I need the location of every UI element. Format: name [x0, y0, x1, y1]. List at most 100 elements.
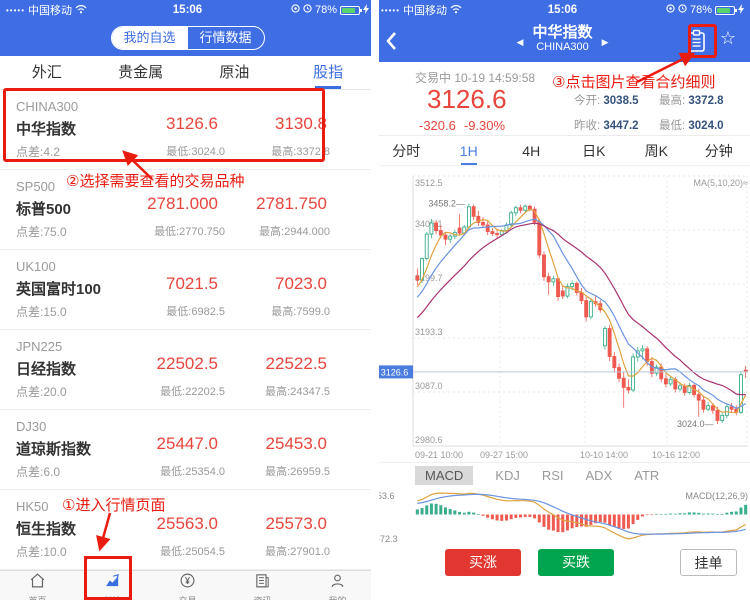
- instrument-row[interactable]: HK50 恒生指数 点差:10.0 25563.0 25573.0 最低:25054.5 最…: [0, 490, 375, 570]
- low-value: 最低:25354.0: [160, 466, 225, 478]
- timeframe-tab[interactable]: 分时: [392, 143, 421, 159]
- panel-divider: [371, 0, 379, 600]
- instrument-spread: 点差:10.0: [16, 545, 67, 559]
- category-tab[interactable]: 原油: [219, 64, 250, 81]
- ma-lines-group: [416, 208, 747, 414]
- signal-strength-icon: •••••: [381, 5, 401, 15]
- instrument-row[interactable]: JPN225 日经指数 点差:20.0 22502.5 22522.5 最低:22202.…: [0, 330, 375, 410]
- tab-item-profile[interactable]: 我的: [300, 571, 375, 600]
- favorite-star-button[interactable]: ☆: [719, 28, 736, 48]
- timeframe-tab[interactable]: 分钟: [704, 143, 733, 159]
- instrument-row[interactable]: UK100 英国富时100 点差:15.0 7021.5 7023.0 最低:6982.5…: [0, 250, 375, 330]
- sell-price: 22502.5: [156, 354, 218, 373]
- svg-text:3126.6: 3126.6: [381, 367, 409, 377]
- wifi-icon: [75, 4, 87, 17]
- quote-stat: 最低: 3024.0: [659, 117, 744, 133]
- high-value: 最高:24347.5: [265, 386, 330, 398]
- sell-price: 25563.0: [156, 514, 218, 533]
- indicator-tab[interactable]: KDJ: [495, 468, 520, 483]
- contract-details-button[interactable]: [687, 29, 706, 58]
- svg-text:09-21 10:00: 09-21 10:00: [415, 450, 463, 460]
- instrument-spread: 点差:20.0: [16, 385, 67, 399]
- timeframe-tab[interactable]: 4H: [522, 143, 541, 159]
- signal-strength-icon: •••••: [6, 5, 26, 15]
- instrument-spread: 点差:15.0: [16, 305, 67, 319]
- segmented-option[interactable]: 行情数据: [199, 30, 252, 45]
- quote-stat-label: 今开:: [574, 95, 604, 107]
- clock-label: 15:06: [547, 4, 578, 16]
- kline-chart[interactable]: 3512.5 3406.1 3299.7 3193.3 3087.0 2980.6 09-2…: [375, 166, 750, 462]
- sell-price: 2781.000: [147, 194, 218, 213]
- rotation-lock-icon: [291, 4, 300, 16]
- prev-instrument-button[interactable]: ◀: [516, 37, 524, 47]
- quote-stat-label: 最高:: [659, 95, 689, 107]
- segmented-option[interactable]: 我的自选: [111, 27, 188, 49]
- indicator-tab[interactable]: MACD: [415, 466, 474, 485]
- instrument-row[interactable]: DJ30 道琼斯指数 点差:6.0 25447.0 25453.0 最低:25354.0 最…: [0, 410, 375, 490]
- indicator-tab[interactable]: ATR: [634, 468, 660, 483]
- low-value: 最低:2770.750: [154, 226, 225, 238]
- news-icon: [254, 572, 271, 594]
- macd-chart[interactable]: 53.6 -72.3 MACD(12,26,9): [375, 488, 750, 546]
- pending-order-button[interactable]: 挂单: [680, 549, 737, 576]
- instrument-name: 英国富时100: [16, 281, 102, 298]
- status-bar: ••••• 中国移动 15:06 78%: [0, 0, 375, 20]
- tab-item-trade-yen[interactable]: 交易: [150, 571, 225, 600]
- quote-stat: 昨收: 3447.2: [574, 117, 659, 133]
- annotation-step3: ③点击图片查看合约细则: [552, 74, 716, 91]
- carrier-label: 中国移动: [28, 5, 73, 17]
- instrument-code: HK50: [16, 499, 49, 514]
- svg-text:10-10 14:00: 10-10 14:00: [580, 450, 628, 460]
- rotation-lock-icon: [666, 4, 675, 16]
- svg-text:3512.5: 3512.5: [415, 178, 443, 188]
- tab-item-news[interactable]: 资讯: [225, 571, 300, 600]
- instrument-spread: 点差:6.0: [16, 465, 61, 479]
- buy-up-button[interactable]: 买涨: [445, 549, 521, 576]
- buy-down-button[interactable]: 买跌: [538, 549, 614, 576]
- category-tab[interactable]: 贵金属: [118, 64, 164, 81]
- high-value: 最高:7599.0: [271, 306, 330, 318]
- instrument-name-label: 中华指数: [532, 24, 593, 41]
- buy-price: 22522.5: [265, 354, 327, 373]
- instrument-spread: 点差:75.0: [16, 225, 67, 239]
- instrument-row[interactable]: SP500 标普500 点差:75.0 2781.000 2781.750 最低:2770…: [0, 170, 375, 250]
- svg-text:3193.3: 3193.3: [415, 327, 443, 337]
- indicator-tabs: MACD KDJ RSI ADX ATR: [375, 462, 750, 488]
- macd-max-label: 53.6: [377, 491, 395, 501]
- low-value: 最低:25054.5: [160, 546, 225, 558]
- charging-bolt-icon: [738, 3, 744, 17]
- quote-stat: 最高: 3372.8: [659, 92, 744, 108]
- quote-stat-value: 3038.5: [603, 95, 639, 107]
- back-button[interactable]: [385, 31, 397, 56]
- profile-icon: [329, 572, 346, 594]
- timeframe-tab[interactable]: 1H: [438, 138, 501, 165]
- bottom-tab-bar: 首页行情交易资讯我的: [0, 570, 375, 600]
- macd-histogram: [415, 503, 748, 533]
- svg-text:09-27 15:00: 09-27 15:00: [480, 450, 528, 460]
- highlight-box-market-tab: [84, 556, 132, 600]
- macd-params-label: MACD(12,26,9): [685, 491, 748, 501]
- timeframe-tab[interactable]: 周K: [644, 143, 668, 159]
- buy-price: 7023.0: [275, 274, 327, 293]
- buy-price: 25573.0: [265, 514, 327, 533]
- instrument-row[interactable]: CHINA300 中华指数 点差:4.2 3126.6 3130.8 最低:3024.0 最…: [0, 90, 375, 170]
- status-bar: ••••• 中国移动 15:06 78%: [375, 0, 750, 20]
- next-instrument-button[interactable]: ▶: [601, 37, 609, 47]
- timeframe-tab[interactable]: 日K: [582, 143, 606, 159]
- svg-text:10-16 12:00: 10-16 12:00: [652, 450, 700, 460]
- trade-action-bar: 买涨 买跌 挂单: [375, 546, 750, 580]
- indicator-tab[interactable]: RSI: [541, 468, 564, 483]
- indicator-tab[interactable]: ADX: [585, 468, 613, 483]
- sell-price: 25447.0: [156, 434, 218, 453]
- category-tab[interactable]: 股指: [281, 56, 375, 89]
- market-header: 我的自选 行情数据: [0, 20, 375, 56]
- sell-price: 3126.6: [166, 114, 218, 133]
- battery-icon: [715, 5, 737, 15]
- category-tab[interactable]: 外汇: [31, 64, 62, 81]
- clock-label: 15:06: [172, 4, 203, 16]
- tab-item-home[interactable]: 首页: [0, 571, 75, 600]
- highlight-box-instrument: [3, 88, 325, 162]
- high-value: 最高:2944.000: [259, 226, 330, 238]
- instrument-title: ◀ 中华指数 CHINA300 ▶: [516, 24, 608, 54]
- low-value: 最低:3024.0: [166, 146, 225, 158]
